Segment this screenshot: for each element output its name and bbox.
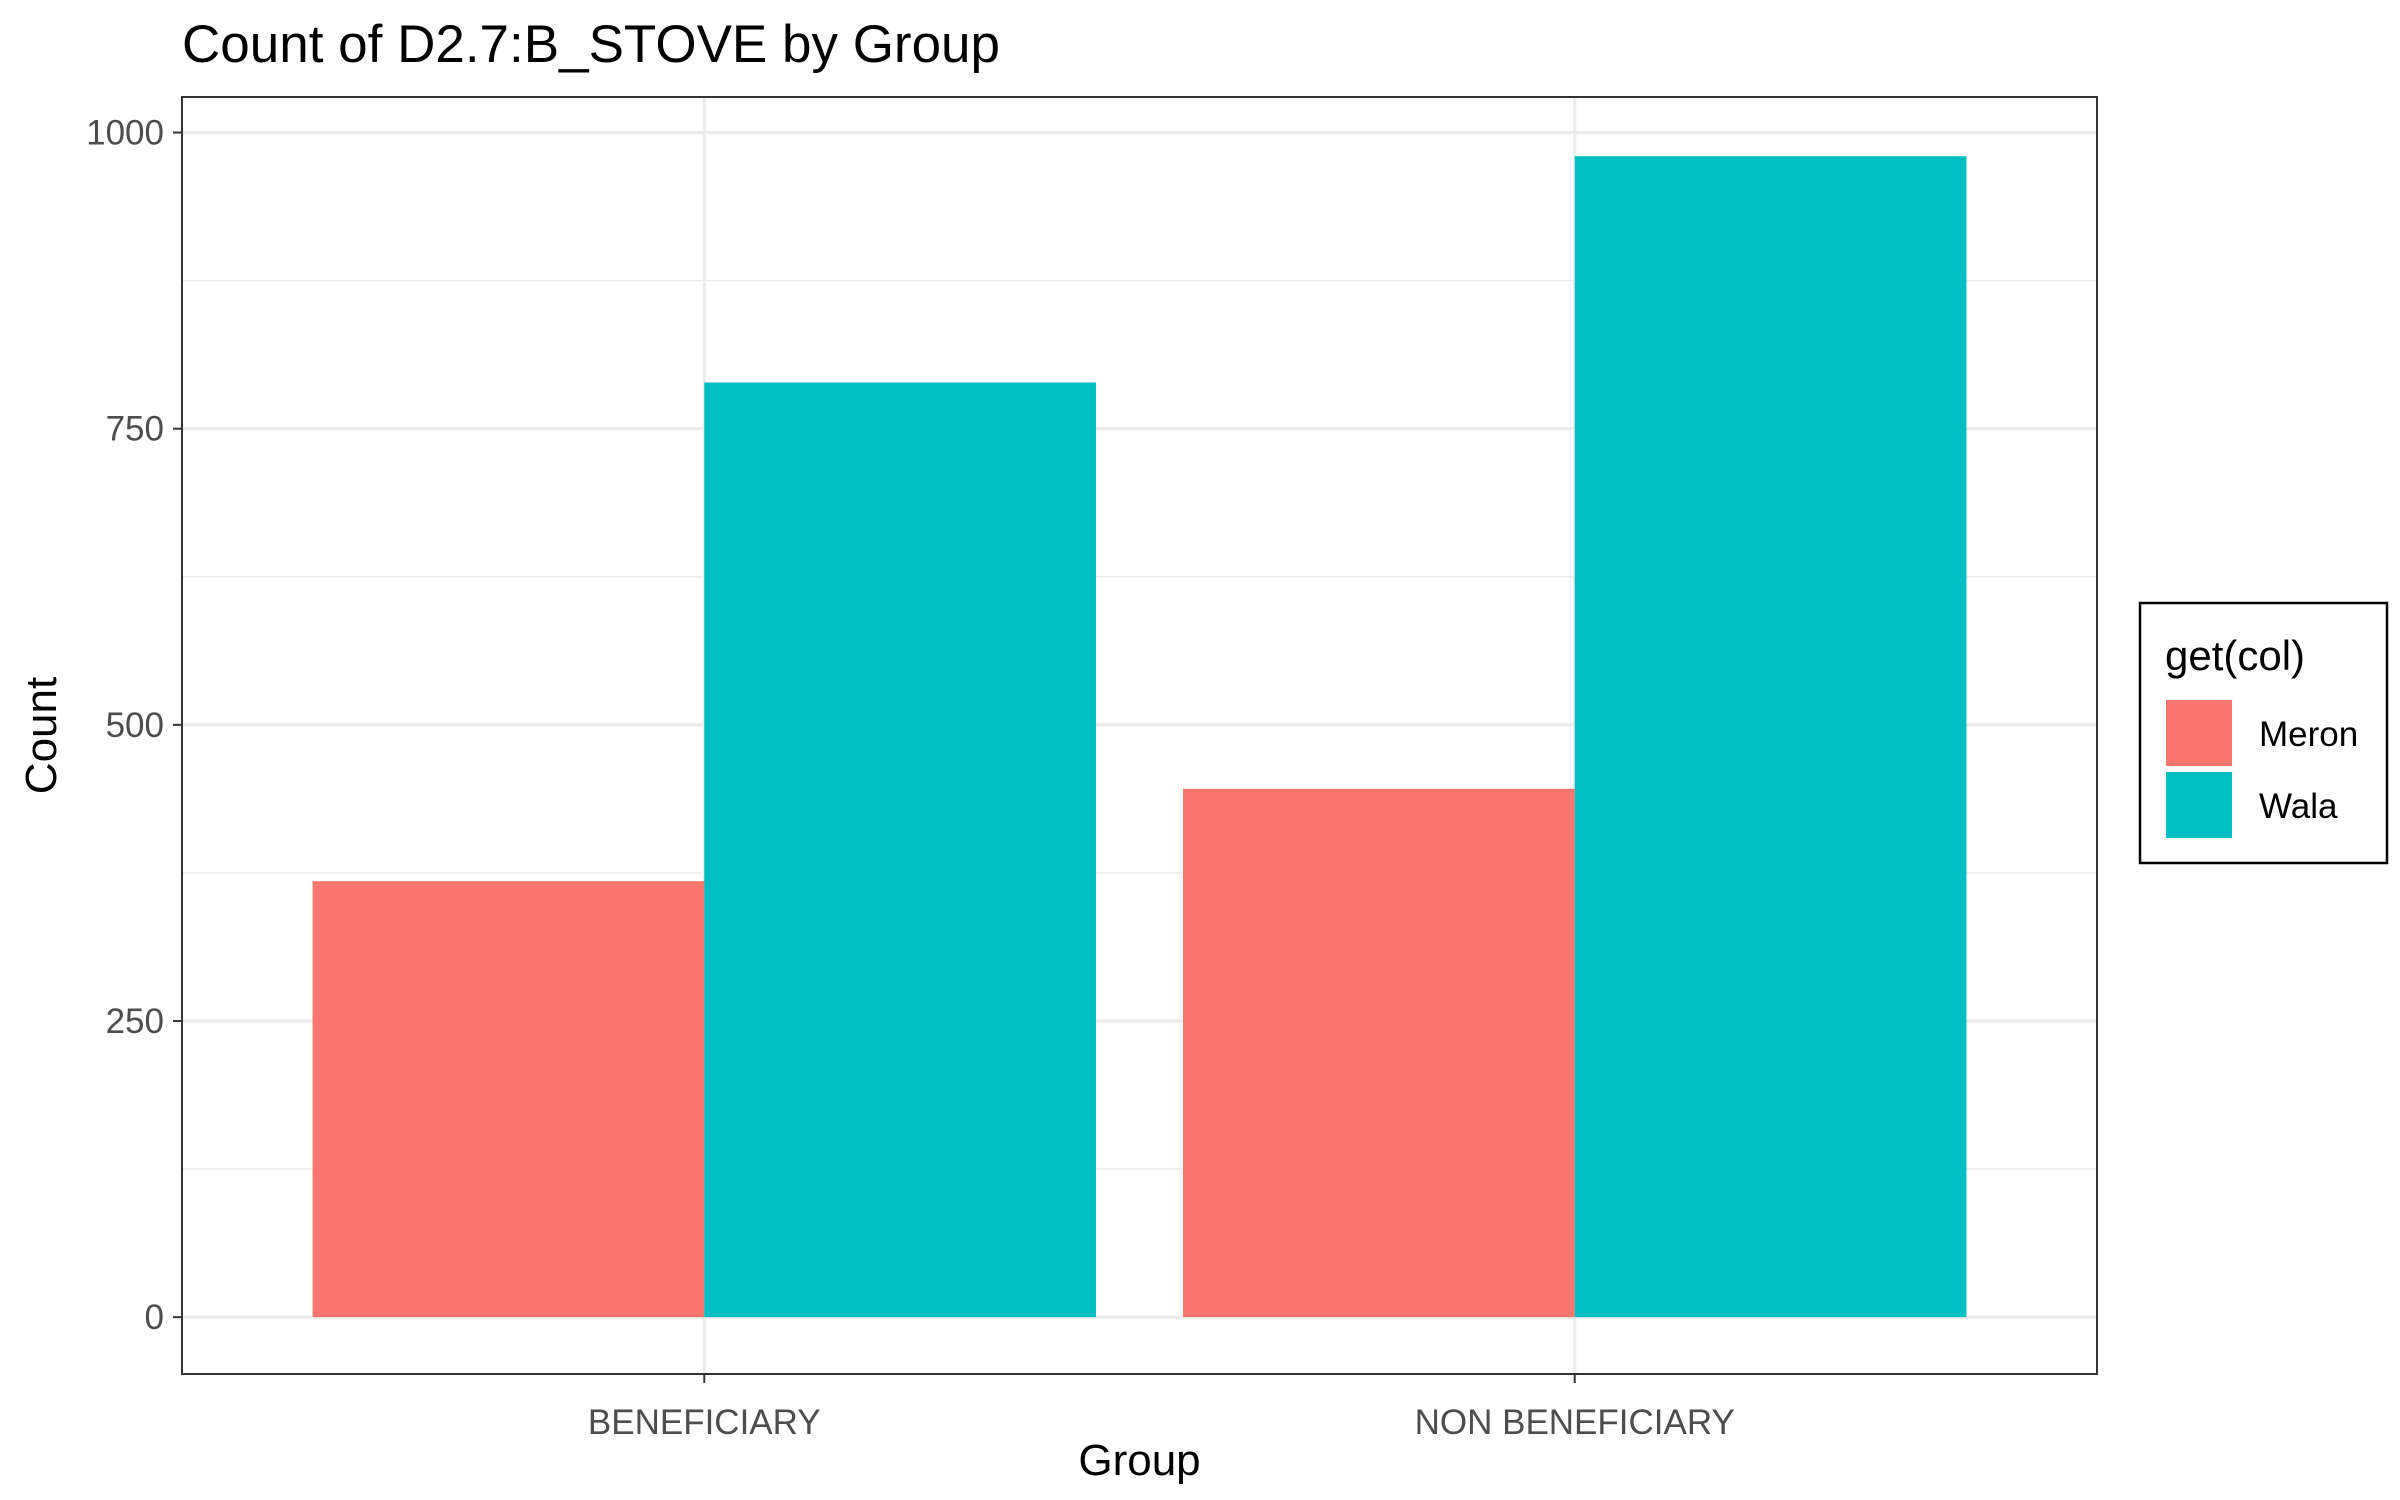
legend-key-wala — [2166, 772, 2232, 838]
chart-title: Count of D2.7:B_STOVE by Group — [182, 15, 1000, 74]
x-tick-label: NON BENEFICIARY — [1415, 1403, 1735, 1442]
legend-label-meron: Meron — [2259, 715, 2358, 754]
legend-key-meron — [2166, 700, 2232, 766]
y-tick-label: 750 — [106, 410, 164, 449]
y-axis-title: Count — [17, 677, 66, 794]
legend-label-wala: Wala — [2259, 787, 2338, 826]
bar-wala-beneficiary — [704, 382, 1096, 1318]
bar-meron-beneficiary — [312, 881, 705, 1318]
x-axis-title: Group — [1078, 1436, 1200, 1485]
legend-items: Meron Wala — [2166, 700, 2358, 838]
legend: get(col) Meron Wala — [2138, 601, 2389, 865]
bars — [312, 156, 1967, 1318]
y-tick-label: 500 — [106, 706, 164, 745]
y-tick-label: 1000 — [86, 114, 164, 153]
x-tick-label: BENEFICIARY — [588, 1403, 821, 1442]
bar-meron-non-beneficiary — [1183, 788, 1575, 1318]
y-tick-label: 0 — [145, 1298, 164, 1337]
x-axis-ticks: BENEFICIARY NON BENEFICIARY — [588, 1374, 1735, 1442]
legend-title: get(col) — [2165, 632, 2305, 679]
y-tick-label: 250 — [106, 1002, 164, 1041]
y-axis-ticks: 0 250 500 750 1000 — [86, 114, 182, 1337]
bar-wala-non-beneficiary — [1574, 156, 1967, 1318]
plot-panel-border — [181, 96, 2098, 1375]
